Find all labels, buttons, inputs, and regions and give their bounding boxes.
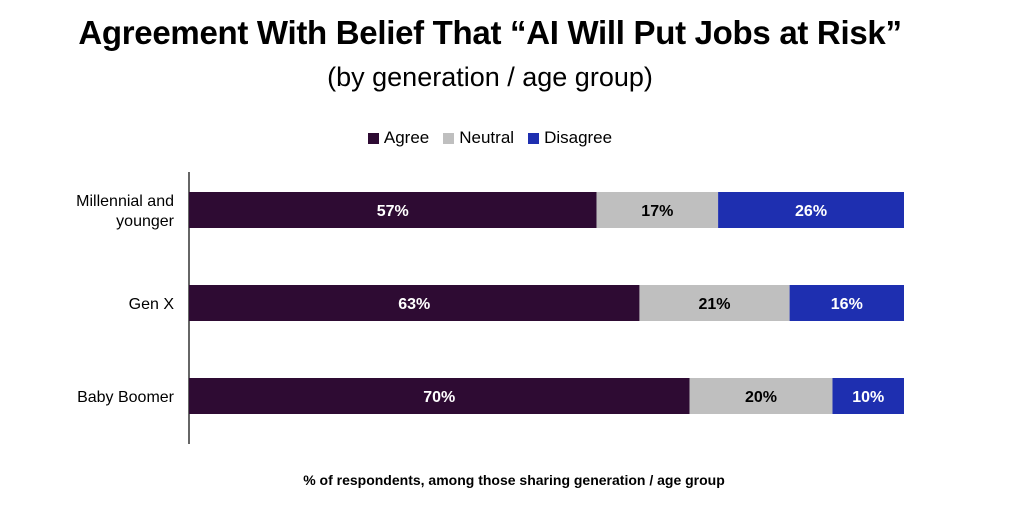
category-label-0: Millennial and younger — [76, 193, 175, 230]
bar-agree-0 — [189, 192, 597, 228]
legend-item-neutral: Neutral — [443, 128, 514, 148]
bar-disagree-0 — [718, 192, 904, 228]
bar-neutral-2 — [689, 378, 833, 414]
data-label-agree-2: 70% — [423, 389, 455, 406]
category-label-1: Gen X — [129, 296, 175, 313]
bar-agree-2 — [189, 378, 690, 414]
bar-neutral-0 — [596, 192, 719, 228]
bar-disagree-2 — [832, 378, 904, 414]
data-label-neutral-0: 17% — [641, 203, 673, 220]
legend-label-agree: Agree — [383, 128, 430, 147]
legend-swatch-neutral — [443, 132, 455, 144]
data-label-disagree-1: 16% — [831, 296, 863, 313]
data-label-disagree-2: 10% — [852, 389, 884, 406]
data-label-agree-1: 63% — [398, 296, 430, 313]
chart-subtitle: (by generation / age group) — [327, 62, 653, 92]
legend-label-disagree: Disagree — [544, 128, 613, 147]
data-label-neutral-2: 20% — [745, 389, 777, 406]
legend-swatch-agree — [367, 132, 379, 144]
category-label-2: Baby Boomer — [77, 389, 175, 406]
legend-item-disagree: Disagree — [528, 128, 612, 148]
data-label-neutral-1: 21% — [699, 296, 731, 313]
legend-item-agree: Agree — [367, 128, 430, 148]
bar-agree-1 — [189, 285, 640, 321]
data-label-disagree-0: 26% — [795, 203, 827, 220]
data-label-agree-0: 57% — [377, 203, 409, 220]
legend-swatch-disagree — [528, 132, 540, 144]
chart-legend: Agree Neutral Disagree — [0, 128, 980, 148]
x-axis-label: % of respondents, among those sharing ge… — [303, 472, 725, 488]
bar-neutral-1 — [639, 285, 790, 321]
legend-label-neutral: Neutral — [459, 128, 515, 147]
bar-disagree-1 — [789, 285, 904, 321]
chart-title: Agreement With Belief That “AI Will Put … — [78, 14, 902, 51]
